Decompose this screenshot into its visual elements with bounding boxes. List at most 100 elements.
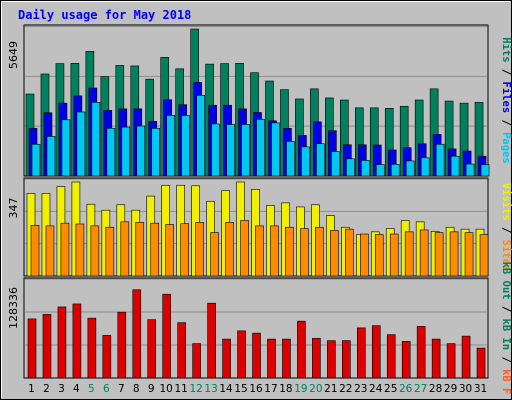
bar-pages-day-27 (420, 157, 430, 177)
y-max-label-pages_files_hits: 5649 (7, 41, 20, 69)
bar-kb-day-2 (42, 314, 52, 379)
bar-kb-day-15 (237, 330, 246, 379)
bar-sites-day-25 (389, 233, 399, 277)
bar-sites-day-21 (330, 230, 339, 277)
bar-sites-day-11 (180, 223, 189, 277)
bar-sites-day-27 (419, 229, 429, 277)
bar-pages-day-8 (136, 125, 146, 177)
bar-kb-day-24 (371, 325, 381, 379)
bar-kb-day-1 (27, 318, 37, 379)
x-tick-label-6: 6 (103, 383, 110, 395)
x-tick-label-18: 18 (279, 383, 292, 395)
bar-sites-day-26 (404, 231, 414, 277)
bar-kb-day-17 (267, 338, 276, 379)
x-tick-label-9: 9 (148, 383, 155, 395)
x-tick-label-21: 21 (324, 383, 337, 395)
x-tick-label-22: 22 (339, 383, 352, 395)
bar-pages-day-11 (181, 115, 190, 177)
bar-pages-day-5 (91, 102, 101, 177)
x-tick-label-4: 4 (73, 383, 80, 395)
chart-title: Daily usage for May 2018 (18, 8, 191, 22)
x-tick-label-11: 11 (174, 383, 187, 395)
bar-sites-day-24 (374, 234, 384, 277)
bar-kb-day-9 (147, 319, 157, 379)
bar-pages-day-29 (450, 155, 460, 177)
x-tick-label-19: 19 (294, 383, 307, 395)
bar-pages-day-17 (271, 122, 280, 177)
bar-sites-day-31 (479, 234, 489, 277)
bar-pages-day-30 (465, 163, 475, 177)
x-tick-label-1: 1 (28, 383, 35, 395)
bar-sites-day-10 (165, 224, 175, 277)
bar-sites-day-28 (434, 232, 444, 277)
bar-kb-day-18 (282, 338, 291, 379)
bar-sites-day-4 (75, 223, 85, 277)
bar-kb-day-12 (192, 343, 201, 379)
bar-sites-day-14 (225, 222, 234, 277)
bar-sites-day-3 (60, 222, 70, 277)
legend-visits-sites: Visits / Sites (500, 183, 512, 272)
bar-kb-day-31 (476, 347, 486, 379)
x-tick-label-31: 31 (474, 383, 487, 395)
x-tick-label-24: 24 (369, 383, 383, 395)
x-tick-label-13: 13 (204, 383, 217, 395)
x-tick-label-26: 26 (399, 383, 413, 395)
bar-kb-day-5 (87, 317, 97, 379)
bar-sites-day-13 (210, 232, 219, 277)
bar-sites-day-5 (90, 225, 100, 277)
bar-pages-day-7 (121, 126, 131, 177)
bar-sites-day-17 (270, 225, 279, 277)
bar-sites-day-8 (135, 222, 145, 277)
bar-kb-day-13 (207, 302, 216, 379)
x-tick-label-5: 5 (88, 383, 95, 395)
bar-pages-day-22 (346, 158, 355, 177)
bar-kb-day-23 (356, 327, 366, 379)
bar-sites-day-6 (105, 226, 115, 277)
bar-kb-day-19 (297, 320, 306, 379)
bar-pages-day-2 (46, 136, 56, 177)
bar-kb-day-3 (57, 306, 67, 379)
bar-sites-day-15 (240, 220, 249, 277)
x-tick-label-25: 25 (384, 383, 397, 395)
y-max-label-kb: 128336 (7, 287, 20, 329)
bar-sites-day-2 (45, 225, 55, 277)
bar-sites-day-29 (449, 231, 459, 277)
bar-sites-day-9 (150, 222, 160, 277)
bar-kb-day-4 (72, 303, 82, 379)
bar-kb-day-29 (446, 343, 456, 379)
panels: 5649 347 128336 (7, 24, 490, 379)
bar-kb-day-20 (312, 338, 321, 379)
bar-sites-day-23 (359, 233, 369, 277)
bar-pages-day-20 (316, 143, 325, 177)
bar-pages-day-10 (166, 115, 176, 177)
bar-kb-day-22 (342, 340, 351, 379)
bar-pages-day-1 (31, 143, 41, 177)
x-tick-label-23: 23 (354, 383, 367, 395)
bar-sites-day-20 (315, 226, 324, 277)
bar-pages-day-3 (61, 119, 71, 177)
x-tick-label-2: 2 (43, 383, 50, 395)
x-tick-label-29: 29 (444, 383, 457, 395)
bar-pages-day-26 (405, 160, 415, 177)
x-tick-label-20: 20 (309, 383, 322, 395)
bar-kb-day-11 (177, 322, 186, 379)
x-axis-labels: 1 2 3 4 5 6 7 8 9 10 11 12 13 14 15 16 17 18 19 20 21 22 23 24 2… (28, 383, 487, 395)
bar-pages-day-4 (76, 111, 86, 177)
bar-pages-day-12 (196, 95, 205, 177)
bar-sites-day-22 (345, 228, 354, 277)
bar-kb-day-30 (461, 335, 471, 379)
bar-pages-day-24 (375, 164, 385, 177)
bar-kb-day-14 (222, 338, 231, 379)
bar-sites-day-1 (30, 225, 40, 277)
bar-pages-day-23 (360, 160, 370, 177)
bar-sites-day-18 (285, 226, 294, 277)
bar-kb-day-27 (416, 326, 426, 379)
bar-kb-day-10 (162, 293, 172, 379)
bar-pages-day-28 (435, 143, 445, 177)
bar-pages-day-14 (226, 124, 235, 177)
x-tick-label-27: 27 (414, 383, 427, 395)
bar-pages-day-25 (390, 163, 400, 177)
x-tick-label-28: 28 (429, 383, 442, 395)
